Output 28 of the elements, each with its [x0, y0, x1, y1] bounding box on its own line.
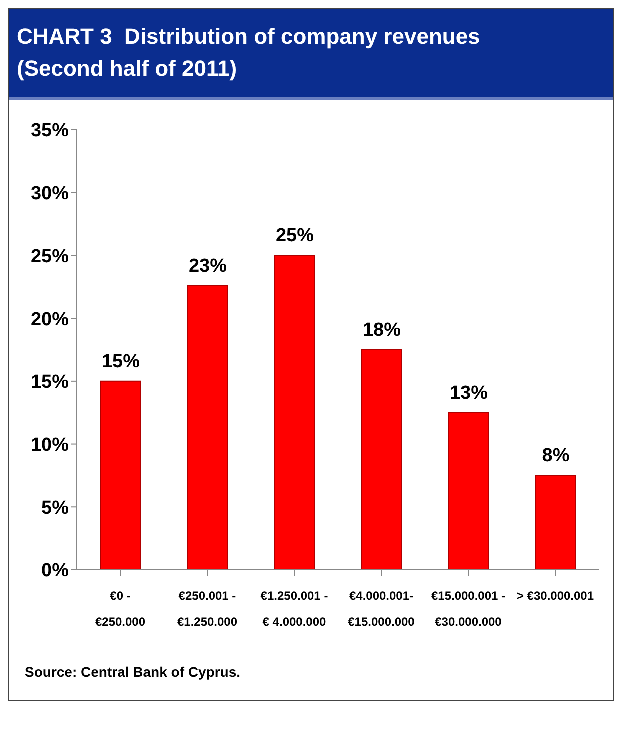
- x-tick-label: €1.250.001 - € 4.000.000: [260, 589, 328, 629]
- bar: [362, 350, 402, 570]
- source-note: Source: Central Bank of Cyprus.: [24, 663, 242, 682]
- y-tick-label: 30%: [30, 184, 70, 205]
- x-tick-label: €0 - €250.000: [95, 589, 146, 629]
- y-tick-label: 15%: [30, 372, 70, 394]
- data-label: 8%: [542, 446, 570, 467]
- x-tick-label: > €30.000.001: [516, 589, 594, 603]
- bar: [188, 285, 228, 570]
- y-tick-label: 5%: [42, 498, 70, 519]
- bar: [274, 255, 316, 570]
- bar: [100, 380, 142, 570]
- data-label: 25%: [276, 226, 314, 247]
- y-tick-label: 20%: [30, 309, 70, 330]
- bar: [448, 412, 490, 570]
- y-tick-label: 25%: [30, 246, 70, 268]
- y-tick-label: 10%: [30, 435, 70, 456]
- bar: [536, 475, 576, 570]
- data-label: 13%: [450, 382, 488, 404]
- y-tick-label: 35%: [30, 120, 70, 142]
- x-tick-label: €15.000.001 - €30.000.000: [431, 589, 506, 629]
- data-label: 15%: [102, 351, 140, 372]
- y-tick-label: 0%: [42, 560, 70, 582]
- data-label: 18%: [362, 320, 402, 341]
- x-tick-label: €250.001 - €1.250.000: [177, 589, 238, 629]
- x-tick-label: €4.000.001- €15.000.000: [348, 589, 416, 629]
- data-label: 23%: [188, 256, 228, 277]
- chart-title: CHART 3 Distribution of company revenues (Second half of 2011): [17, 23, 482, 83]
